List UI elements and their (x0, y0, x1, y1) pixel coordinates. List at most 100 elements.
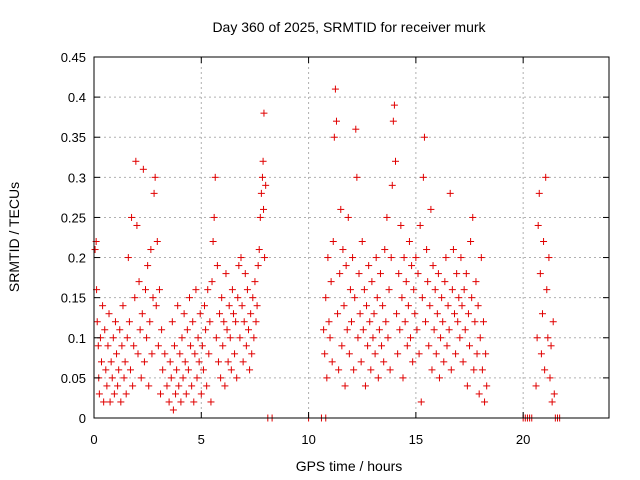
data-point (407, 334, 415, 342)
data-point (454, 318, 462, 326)
data-point (165, 398, 173, 406)
data-point (374, 374, 382, 382)
data-point (119, 302, 127, 310)
data-point (181, 358, 189, 366)
axis-ticks (93, 56, 609, 419)
data-point (148, 350, 156, 358)
data-point (138, 310, 146, 318)
data-point (232, 318, 240, 326)
y-tick-label: 0.4 (68, 90, 86, 105)
data-point (190, 398, 198, 406)
data-point (180, 310, 188, 318)
data-point (415, 350, 423, 358)
data-point (328, 358, 336, 366)
data-point (455, 294, 463, 302)
data-point (151, 173, 159, 181)
data-point (106, 398, 114, 406)
data-point (438, 294, 446, 302)
data-point (262, 181, 270, 189)
data-point (369, 334, 377, 342)
data-point (466, 342, 474, 350)
data-point (219, 342, 227, 350)
data-point (188, 382, 196, 390)
data-point (544, 334, 552, 342)
data-point (447, 366, 455, 374)
data-point (211, 173, 219, 181)
data-point (130, 342, 138, 350)
data-point (179, 374, 187, 382)
data-point (259, 157, 267, 165)
data-point (349, 254, 357, 262)
data-point (327, 278, 335, 286)
data-point (325, 318, 333, 326)
data-point (338, 342, 346, 350)
data-point (418, 294, 426, 302)
data-point (462, 270, 470, 278)
data-point (214, 358, 222, 366)
data-point (135, 278, 143, 286)
data-point (382, 318, 390, 326)
data-point (402, 278, 410, 286)
data-point (124, 254, 132, 262)
data-point (176, 350, 184, 358)
data-point (443, 342, 451, 350)
data-point (386, 366, 394, 374)
data-point (249, 294, 257, 302)
data-point (441, 278, 449, 286)
data-point (247, 310, 255, 318)
data-point (129, 382, 137, 390)
data-point (409, 358, 417, 366)
data-point (260, 109, 268, 117)
data-point (189, 318, 197, 326)
plot-frame (93, 56, 610, 419)
data-point (261, 254, 269, 262)
data-point (452, 350, 460, 358)
data-point (197, 390, 205, 398)
data-point (419, 173, 427, 181)
data-point (332, 117, 340, 125)
data-point (255, 246, 263, 254)
data-point (210, 213, 218, 221)
data-point (357, 358, 365, 366)
data-point (199, 366, 207, 374)
data-point (137, 374, 145, 382)
data-point (398, 294, 406, 302)
data-point (233, 374, 241, 382)
data-point (387, 254, 395, 262)
data-point (220, 318, 228, 326)
data-point (121, 358, 129, 366)
data-point (206, 318, 214, 326)
data-point (451, 310, 458, 318)
data-point (257, 189, 265, 197)
data-point (534, 221, 542, 229)
data-point (437, 334, 445, 342)
data-point (243, 286, 251, 294)
data-point (393, 310, 401, 318)
data-point (533, 334, 541, 342)
data-point (395, 270, 403, 278)
data-point (536, 270, 544, 278)
data-point (204, 286, 212, 294)
data-point (371, 350, 379, 358)
data-point (330, 133, 338, 141)
data-point (482, 350, 490, 358)
data-point (343, 326, 351, 334)
data-point (411, 310, 419, 318)
data-point (142, 286, 149, 294)
data-point (396, 326, 404, 334)
data-point (474, 302, 482, 310)
data-point (177, 398, 185, 406)
y-tick-label: 0.25 (61, 210, 86, 225)
data-point (99, 302, 107, 310)
data-point (192, 286, 200, 294)
data-point (414, 270, 422, 278)
data-point (195, 358, 203, 366)
data-point (101, 326, 109, 334)
y-tick-label: 0.05 (61, 371, 86, 386)
data-point (471, 318, 479, 326)
data-point (207, 398, 215, 406)
data-point (430, 326, 438, 334)
data-point (460, 286, 468, 294)
data-point (381, 246, 389, 254)
